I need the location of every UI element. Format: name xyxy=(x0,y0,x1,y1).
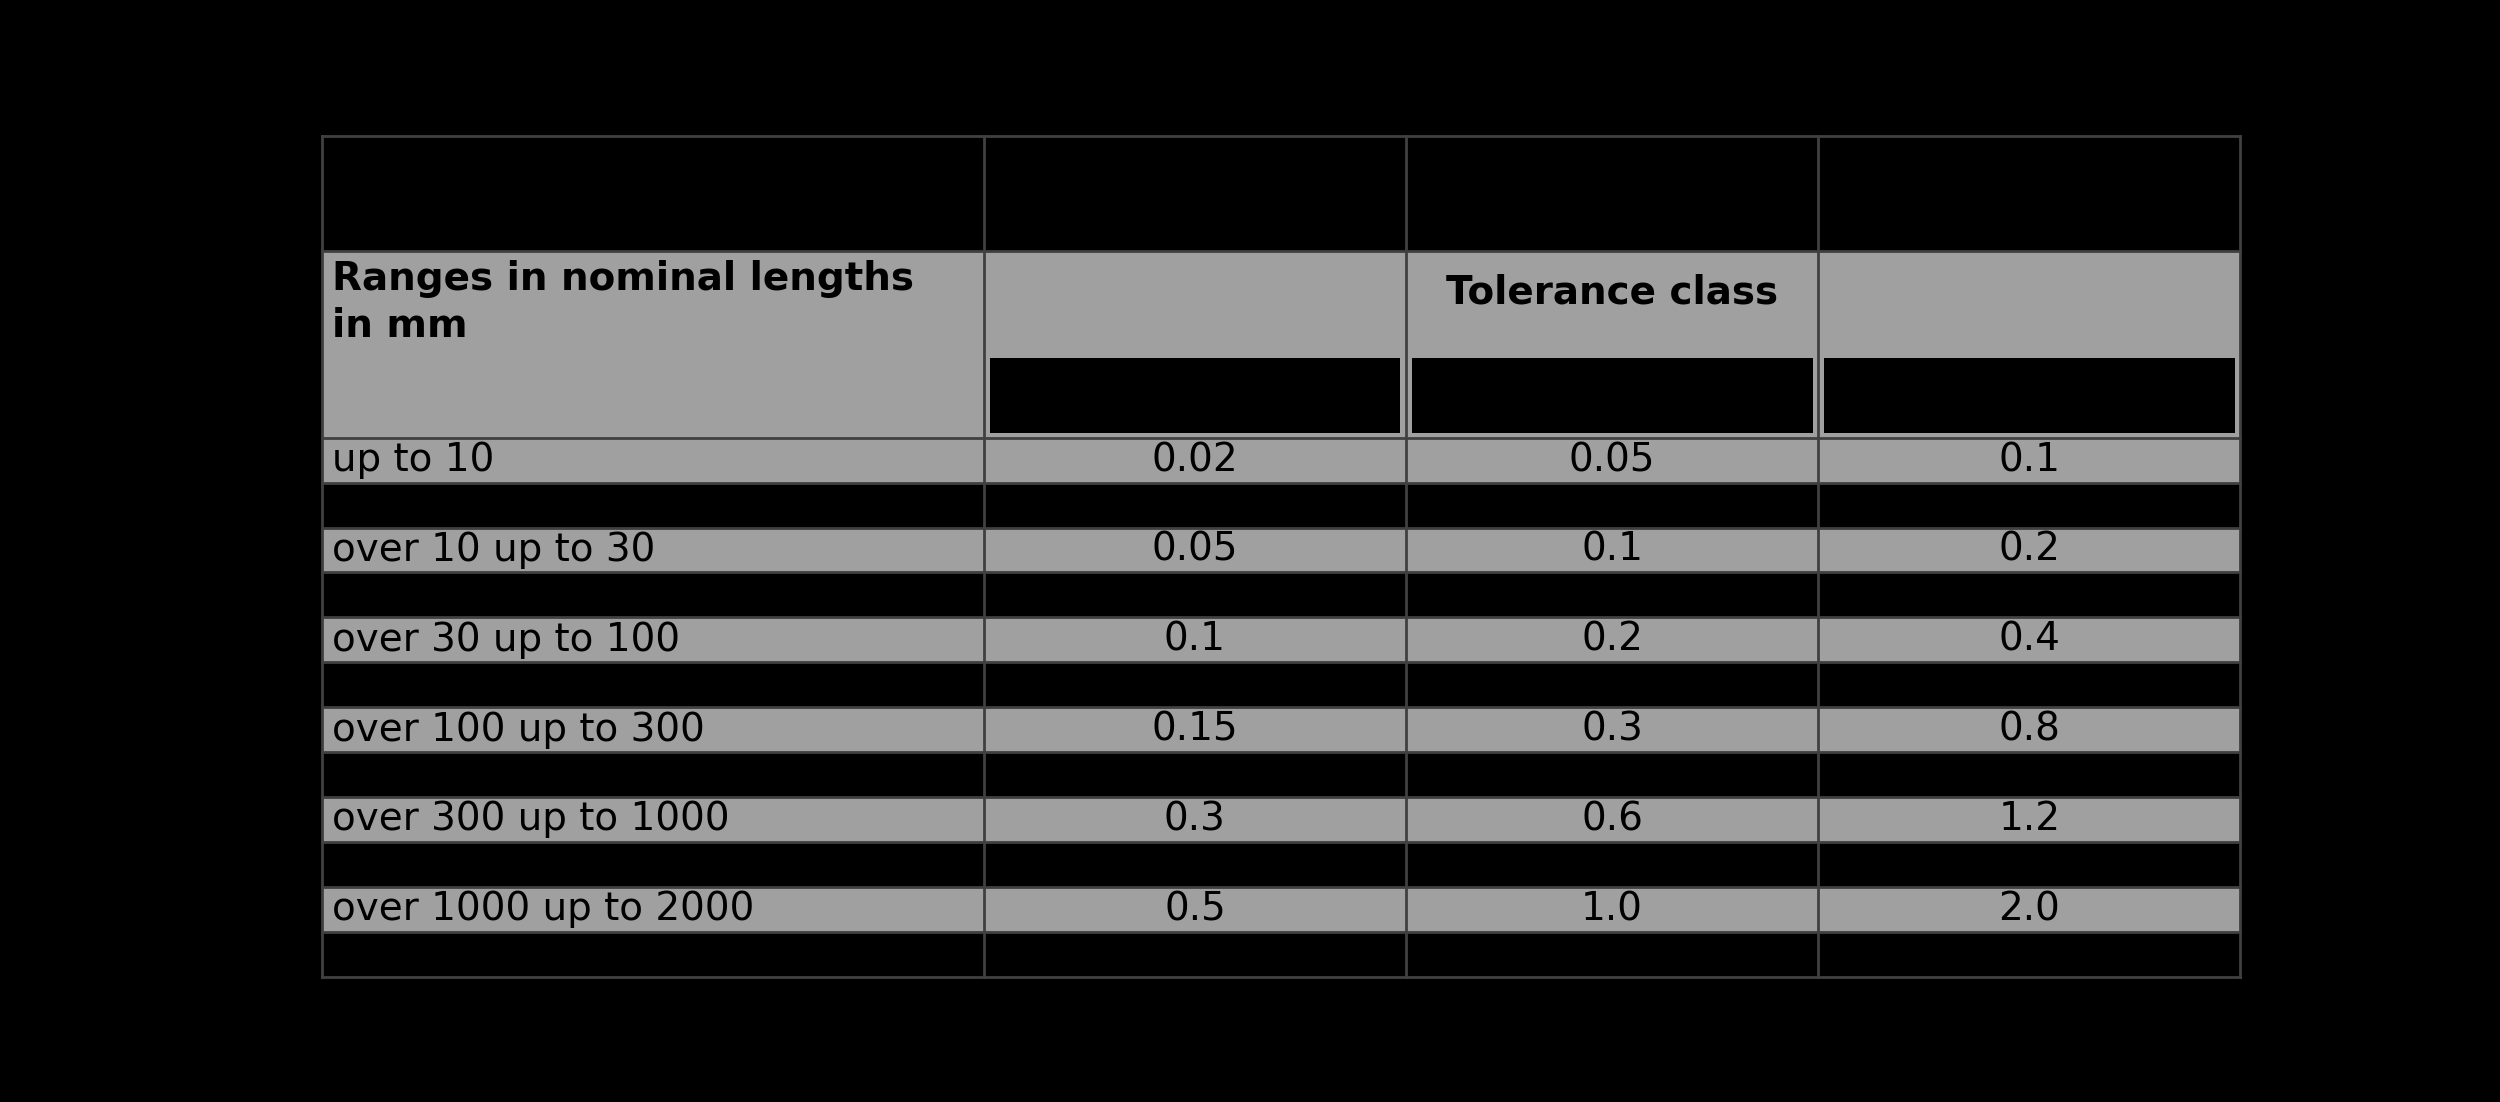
Text: 0.6: 0.6 xyxy=(1580,800,1642,839)
Text: in mm: in mm xyxy=(332,306,468,345)
Text: over 300 up to 1000: over 300 up to 1000 xyxy=(332,800,730,839)
Text: 0.1: 0.1 xyxy=(1580,531,1642,569)
Bar xyxy=(322,617,2240,662)
Bar xyxy=(1825,358,2235,433)
Bar xyxy=(322,931,2240,976)
Text: 0.15: 0.15 xyxy=(1152,711,1238,748)
Bar xyxy=(322,887,2240,931)
Text: over 30 up to 100: over 30 up to 100 xyxy=(332,620,680,659)
Text: Tolerance class: Tolerance class xyxy=(1445,273,1778,311)
Bar xyxy=(322,662,2240,707)
Text: 1.2: 1.2 xyxy=(1998,800,2060,839)
Bar xyxy=(322,842,2240,887)
Text: 0.05: 0.05 xyxy=(1570,441,1655,479)
Text: 0.8: 0.8 xyxy=(1998,711,2060,748)
Text: up to 10: up to 10 xyxy=(332,441,495,479)
Bar xyxy=(322,572,2240,617)
Text: 0.3: 0.3 xyxy=(1580,711,1642,748)
Text: 2.0: 2.0 xyxy=(1998,890,2060,928)
Bar xyxy=(322,752,2240,797)
Text: Ranges in nominal lengths: Ranges in nominal lengths xyxy=(332,260,915,299)
Text: over 1000 up to 2000: over 1000 up to 2000 xyxy=(332,890,755,928)
Text: over 100 up to 300: over 100 up to 300 xyxy=(332,711,705,748)
Text: 0.2: 0.2 xyxy=(1998,531,2060,569)
Text: 0.05: 0.05 xyxy=(1152,531,1238,569)
Bar xyxy=(322,797,2240,842)
Bar xyxy=(990,358,1400,433)
Bar xyxy=(322,437,2240,483)
Text: 0.1: 0.1 xyxy=(1998,441,2060,479)
Text: 0.02: 0.02 xyxy=(1152,441,1238,479)
Bar xyxy=(322,137,2240,251)
Text: 1.0: 1.0 xyxy=(1580,890,1642,928)
Text: 0.1: 0.1 xyxy=(1165,620,1225,659)
Text: 0.2: 0.2 xyxy=(1580,620,1642,659)
Bar xyxy=(322,707,2240,752)
Bar xyxy=(1412,358,1812,433)
Bar xyxy=(322,483,2240,528)
Text: 0.4: 0.4 xyxy=(1998,620,2060,659)
Text: 0.5: 0.5 xyxy=(1165,890,1225,928)
Bar xyxy=(322,528,2240,572)
Text: 0.3: 0.3 xyxy=(1165,800,1225,839)
Text: over 10 up to 30: over 10 up to 30 xyxy=(332,531,655,569)
Bar xyxy=(322,251,2240,437)
